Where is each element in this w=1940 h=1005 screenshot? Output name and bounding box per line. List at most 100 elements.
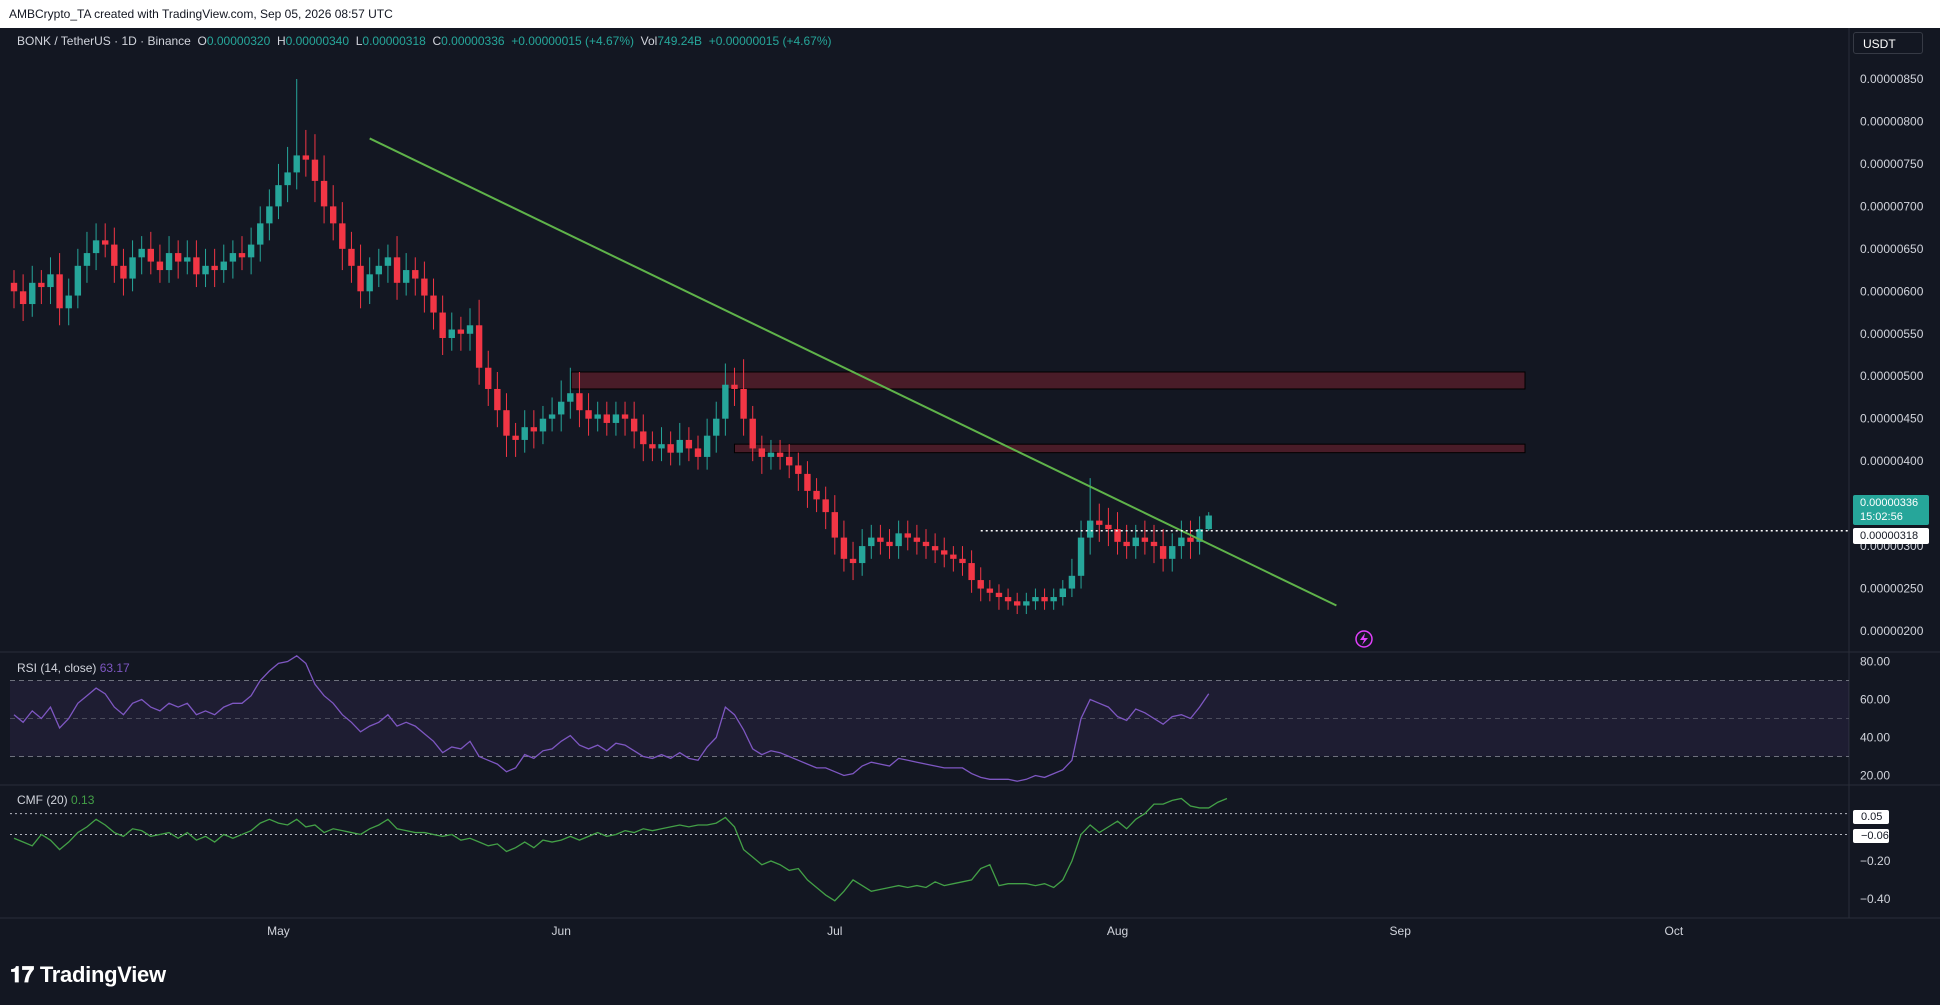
cmf-lower-tag: −0.06	[1853, 829, 1889, 843]
rsi-line	[13, 654, 1210, 782]
candle-body	[1023, 601, 1030, 606]
candle-body	[457, 329, 465, 334]
candle-body	[676, 439, 683, 453]
currency-button[interactable]: USDT	[1853, 32, 1923, 54]
alert-icon-ring	[1355, 630, 1373, 648]
symbol-name[interactable]: BONK / TetherUS · 1D · Binance	[17, 34, 191, 48]
candle-body	[120, 265, 127, 279]
candle-body	[931, 546, 939, 551]
candle-body	[266, 206, 273, 224]
close-value: 0.00000336	[441, 34, 505, 48]
candle-body	[530, 427, 538, 432]
candle-body	[977, 580, 984, 589]
candle-body	[211, 265, 218, 271]
rsi-legend: RSI (14, close) 63.17	[17, 661, 130, 675]
candle-body	[83, 253, 91, 266]
trendline	[369, 137, 1337, 607]
candle-body	[904, 533, 911, 538]
candle-body	[1004, 597, 1012, 602]
candle-body	[202, 265, 209, 275]
last-price: 0.00000336	[1860, 497, 1919, 509]
candle-body	[1187, 537, 1194, 542]
candle-body	[1114, 529, 1121, 542]
candle-body	[38, 282, 45, 288]
rsi-tick-label: 80.00	[1860, 655, 1890, 669]
price-tick-label: 0.00000200	[1860, 624, 1924, 638]
candle-body	[950, 554, 957, 559]
candle-body	[877, 537, 884, 542]
candle-body	[621, 414, 629, 419]
candle-body	[776, 452, 784, 457]
candle-body	[895, 533, 902, 547]
candle-body	[603, 414, 610, 423]
candle-body	[968, 563, 975, 581]
candle-body	[320, 180, 328, 207]
candle-body	[840, 537, 848, 559]
time-tick-label: Jun	[552, 924, 571, 938]
candle-body	[10, 282, 18, 292]
cmf-label[interactable]: CMF (20)	[17, 793, 68, 807]
candle-body	[1169, 546, 1176, 559]
candle-body	[512, 435, 519, 440]
candle-body	[56, 274, 63, 309]
resistance-zone	[733, 443, 1526, 454]
candle-body	[138, 248, 145, 258]
candle-body	[311, 159, 319, 181]
time-tick-label: Sep	[1390, 924, 1412, 938]
candle-body	[1196, 529, 1203, 542]
price-tick-label: 0.00000600	[1860, 284, 1924, 298]
alert-lightning-icon	[1355, 630, 1373, 648]
candle-body	[858, 546, 866, 564]
candle-body	[111, 244, 118, 266]
vol-label: Vol	[640, 34, 658, 48]
rsi-label[interactable]: RSI (14, close)	[17, 661, 97, 675]
low-value: 0.00000318	[362, 34, 426, 48]
candle-body	[156, 261, 164, 271]
candle-body	[758, 448, 766, 457]
candle-body	[640, 431, 647, 445]
candle-body	[1205, 515, 1212, 530]
candle-body	[567, 393, 574, 402]
last-price-tag: 0.00000336 15:02:56	[1853, 495, 1929, 525]
tradingview-logo[interactable]: 𝟏𝟕 TradingView	[10, 962, 166, 988]
candle-body	[959, 558, 966, 564]
candle-body	[1132, 537, 1139, 547]
candle-body	[302, 155, 310, 160]
cmf-legend: CMF (20) 0.13	[17, 793, 94, 807]
candle-body	[1059, 588, 1066, 598]
cmf-tick-label: −0.20	[1860, 854, 1891, 868]
candle-body	[804, 473, 811, 491]
candle-body	[722, 384, 729, 419]
low-label: L	[355, 34, 363, 48]
candle-body	[886, 541, 893, 547]
candle-body	[284, 172, 291, 186]
time-tick-label: Aug	[1107, 924, 1128, 938]
candle-body	[922, 541, 930, 547]
candle-body	[275, 185, 282, 207]
candle-body	[430, 295, 437, 313]
candle-body	[913, 537, 921, 542]
candle-body	[19, 291, 27, 305]
candle-body	[193, 257, 200, 275]
candle-body	[29, 282, 36, 305]
candle-body	[47, 274, 54, 288]
change-value: +0.00000015 (+4.67%)	[511, 34, 634, 48]
candle-body	[849, 558, 857, 564]
rsi-value: 63.17	[99, 661, 130, 675]
attribution-bar: AMBCrypto_TA created with TradingView.co…	[0, 0, 1940, 28]
candle-body	[357, 265, 364, 292]
candle-body	[521, 427, 528, 440]
candle-body	[658, 444, 665, 449]
chart-canvas[interactable]: 0.00000850 0.00000800 0.00000750 0.00000700…	[0, 28, 1940, 947]
price-tick-label: 0.00000750	[1860, 157, 1924, 171]
cmf-tick-label: −0.40	[1860, 892, 1891, 906]
candle-body	[384, 257, 392, 266]
candle-body	[330, 206, 337, 224]
candle-body	[1105, 524, 1112, 530]
candle-body	[247, 244, 255, 258]
candle-body	[1041, 597, 1048, 602]
candle-body	[831, 512, 838, 538]
candle-body	[731, 384, 738, 389]
price-tick-label: 0.00000650	[1860, 242, 1924, 256]
open-value: 0.00000320	[206, 34, 271, 48]
